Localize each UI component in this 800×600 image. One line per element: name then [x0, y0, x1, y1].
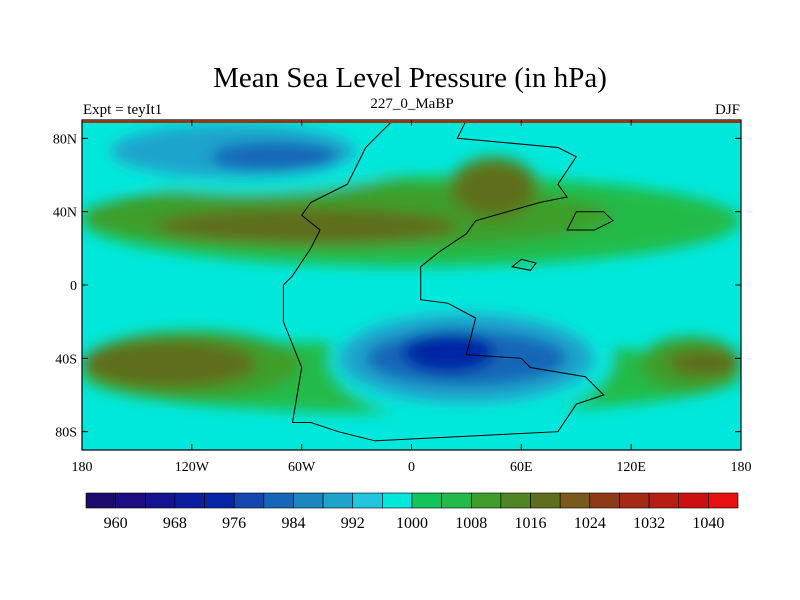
colorbar-box	[85, 492, 116, 509]
pressure-region-pacific-high-south-core	[82, 340, 256, 388]
coastline-island-1	[566, 211, 614, 231]
x-tick-label: 180	[72, 460, 93, 475]
chart-title: Mean Sea Level Pressure (in hPa)	[213, 62, 607, 94]
y-tick-label: 40N	[53, 206, 77, 221]
colorbar-box	[530, 492, 561, 509]
pressure-region-pangea-north-high-core	[457, 165, 531, 212]
pressure-region-northern-high-core	[155, 208, 458, 245]
colorbar: 960 968 976 984 992 1000 1008 1016 1024 1032 1040	[85, 492, 739, 532]
pressure-field	[82, 120, 741, 423]
colorbar-box	[382, 492, 413, 509]
colorbar-box	[470, 492, 502, 509]
x-tick-label: 0	[408, 460, 415, 475]
pressure-region-gondwana-low-core	[402, 330, 494, 373]
pressure-region-east-pacific-high-south-core	[667, 349, 741, 377]
colorbar-box	[619, 492, 650, 509]
y-tick-label: 0	[70, 279, 77, 294]
colorbar-box	[708, 492, 739, 509]
coastline-pangea	[282, 120, 605, 442]
period-label: 227_0_MaBP	[370, 96, 453, 112]
y-tick-label: 80S	[55, 426, 77, 441]
colorbar-box	[648, 492, 680, 509]
colorbar-label: 1000	[396, 515, 428, 532]
colorbar-box	[115, 492, 146, 509]
colorbar-label: 1040	[692, 515, 724, 532]
colorbar-box	[322, 492, 354, 509]
colorbar-label: 984	[281, 515, 305, 532]
colorbar-box	[144, 492, 176, 509]
colorbar-label: 976	[222, 515, 246, 532]
x-tick-label: 120E	[616, 460, 646, 475]
colorbar-box	[293, 492, 324, 509]
y-axis: 80N 40N 0 40S 80S	[53, 132, 741, 441]
colorbar-label: 1024	[574, 515, 606, 532]
colorbar-label: 1008	[455, 515, 487, 532]
colorbar-box	[441, 492, 472, 509]
coastline-island-0	[511, 258, 537, 271]
colorbar-box	[352, 492, 383, 509]
plot-area	[82, 120, 741, 450]
pressure-region-arctic-east-low	[594, 123, 741, 161]
colorbar-box	[559, 492, 591, 509]
x-tick-label: 60E	[510, 460, 533, 475]
x-tick-label: 120W	[175, 460, 210, 475]
x-axis: 180 120W 60W 0 60E 120E 180	[72, 120, 752, 475]
y-tick-label: 80N	[53, 132, 77, 147]
colorbar-label: 992	[341, 515, 365, 532]
colorbar-box	[174, 492, 205, 509]
colorbar-box	[589, 492, 620, 509]
colorbar-box	[411, 492, 442, 509]
colorbar-box	[263, 492, 294, 509]
pressure-region-arctic-low-core	[210, 142, 339, 172]
colorbar-box	[500, 492, 531, 509]
season-label: DJF	[715, 102, 740, 118]
x-tick-label: 180	[731, 460, 752, 475]
colorbar-label: 1032	[633, 515, 665, 532]
colorbar-label: 968	[163, 515, 187, 532]
y-tick-label: 40S	[55, 352, 77, 367]
colorbar-label: 1016	[515, 515, 547, 532]
colorbar-box	[204, 492, 235, 509]
colorbar-box	[678, 492, 709, 509]
colorbar-label: 960	[104, 515, 128, 532]
colorbar-box	[233, 492, 265, 509]
x-tick-label: 60W	[288, 460, 316, 475]
coastline	[282, 120, 614, 442]
experiment-label: Expt = teyIt1	[83, 102, 162, 118]
